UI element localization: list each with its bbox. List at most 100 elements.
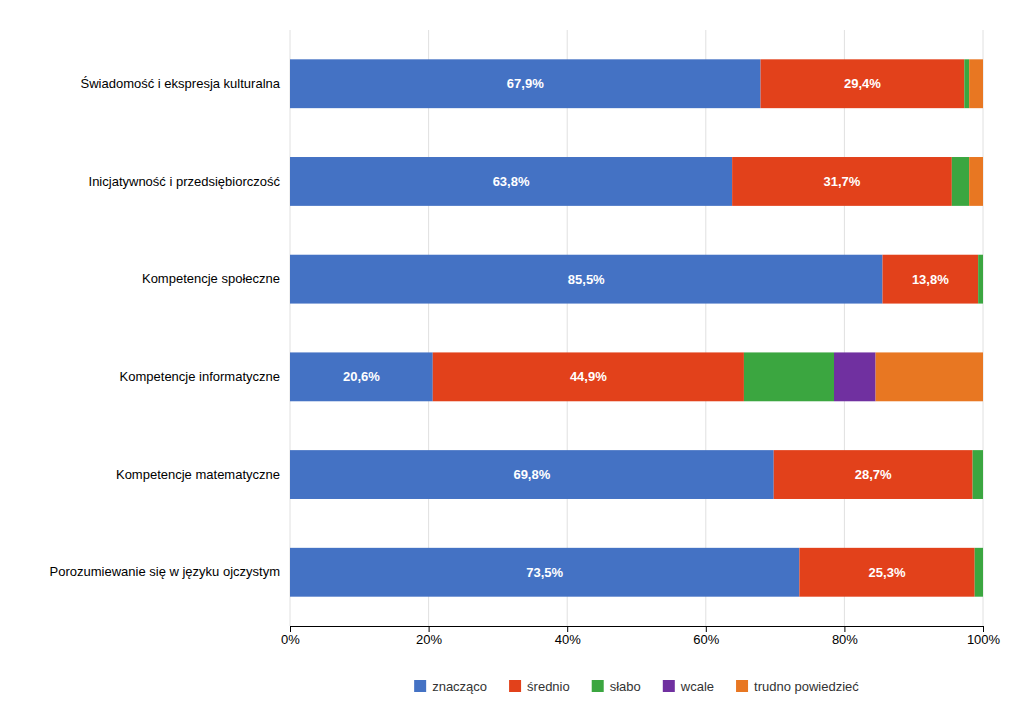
tick-label: 60% (693, 632, 719, 647)
bar (290, 352, 433, 401)
data-label: 29,4% (844, 76, 881, 91)
legend-item: trudno powiedzieć (736, 679, 859, 694)
grid-line (428, 30, 429, 626)
tick-mark (290, 626, 291, 632)
tick-label: Kompetencje matematyczne (116, 467, 280, 482)
legend-label: słabo (610, 679, 641, 694)
bar (983, 450, 984, 499)
bar (978, 255, 983, 304)
bar (876, 352, 983, 401)
legend-swatch (509, 680, 521, 692)
bar (433, 352, 744, 401)
legend-swatch (592, 680, 604, 692)
bars (290, 59, 983, 596)
x-axis: 0% 20% 40% 60% 80% 100% (281, 626, 1000, 647)
plot: 0% 20% 40% 60% 80% 100% Porozumiewanie się w j… (50, 30, 1001, 647)
legend-label: średnio (527, 679, 570, 694)
tick-label: 20% (416, 632, 442, 647)
data-label: 44,9% (570, 369, 607, 384)
tick-label: Inicjatywność i przedsiębiorczość (89, 174, 281, 189)
bar (290, 450, 774, 499)
axis-line (291, 626, 984, 627)
bar (732, 157, 952, 206)
chart: 0% 20% 40% 60% 80% 100% Porozumiewanie się w j… (0, 0, 1023, 726)
tick-mark (567, 626, 568, 632)
grid-line (567, 30, 568, 626)
tick-mark (706, 626, 707, 632)
bar (983, 255, 984, 304)
bar (983, 548, 984, 597)
legend-swatch (414, 680, 426, 692)
bar (290, 255, 883, 304)
legend-item: znacząco (414, 679, 487, 694)
bar (983, 450, 984, 499)
tick-label: Kompetencje informatyczne (120, 369, 280, 384)
tick-label: 40% (555, 632, 581, 647)
data-label: 69,8% (513, 467, 550, 482)
legend-label: znacząco (432, 679, 487, 694)
bar (290, 59, 761, 108)
tick: Kompetencje informatyczne (120, 369, 280, 384)
bar (290, 548, 799, 597)
bar (964, 59, 969, 108)
legend-item: wcale (663, 679, 714, 694)
tick-label: Świadomość i ekspresja kulturalna (81, 76, 281, 91)
tick-mark (429, 626, 430, 632)
tick-mark (844, 626, 845, 632)
tick-label: Porozumiewanie się w języku ojczystym (50, 564, 280, 579)
legend: znacząco średnio słabo wcale trudno powiedzi… (414, 679, 859, 694)
tick: Inicjatywność i przedsiębiorczość (89, 174, 281, 189)
tick: Kompetencje społeczne (142, 271, 280, 286)
tick: Kompetencje matematyczne (116, 467, 280, 482)
y-axis: Porozumiewanie się w języku ojczystym Kom… (50, 76, 281, 580)
bar (774, 450, 973, 499)
tick: 20% (416, 626, 442, 647)
data-label: 85,5% (568, 272, 605, 287)
bar (975, 548, 983, 597)
tick-label: 0% (281, 632, 300, 647)
grid (290, 30, 983, 626)
data-label: 67,9% (507, 76, 544, 91)
bar (983, 548, 984, 597)
data-label: 31,7% (824, 174, 861, 189)
tick: 40% (555, 626, 581, 647)
bar (834, 352, 876, 401)
tick: 80% (832, 626, 858, 647)
bar (952, 157, 969, 206)
tick: 0% (281, 626, 300, 647)
data-label: 25,3% (869, 565, 906, 580)
tick-label: 80% (832, 632, 858, 647)
legend-item: słabo (592, 679, 641, 694)
grid-line (290, 30, 291, 626)
bar (744, 352, 834, 401)
grid-line (705, 30, 706, 626)
legend-item: średnio (509, 679, 570, 694)
bar (969, 59, 983, 108)
legend-label: wcale (680, 679, 714, 694)
bar (290, 157, 732, 206)
tick: 100% (967, 626, 1001, 647)
legend-swatch (663, 680, 675, 692)
legend-label: trudno powiedzieć (754, 679, 859, 694)
data-label: 28,7% (855, 467, 892, 482)
bar (973, 450, 983, 499)
data-labels: 73,5% 69,8% 20,6% 85,5% 63,8% 67,9% 25,3% 28,7%… (343, 76, 949, 580)
data-label: 73,5% (526, 565, 563, 580)
bar (983, 255, 984, 304)
data-label: 63,8% (493, 174, 530, 189)
bar (761, 59, 965, 108)
tick-label: Kompetencje społeczne (142, 271, 280, 286)
grid-line (983, 30, 984, 626)
tick-label: 100% (967, 632, 1001, 647)
tick: Świadomość i ekspresja kulturalna (81, 76, 281, 91)
legend-swatch (736, 680, 748, 692)
bar (969, 157, 983, 206)
data-label: 13,8% (912, 272, 949, 287)
tick-mark (983, 626, 984, 632)
bar (799, 548, 974, 597)
tick: 60% (693, 626, 719, 647)
tick: Porozumiewanie się w języku ojczystym (50, 564, 280, 579)
grid-line (844, 30, 845, 626)
data-label: 20,6% (343, 369, 380, 384)
bar (883, 255, 979, 304)
